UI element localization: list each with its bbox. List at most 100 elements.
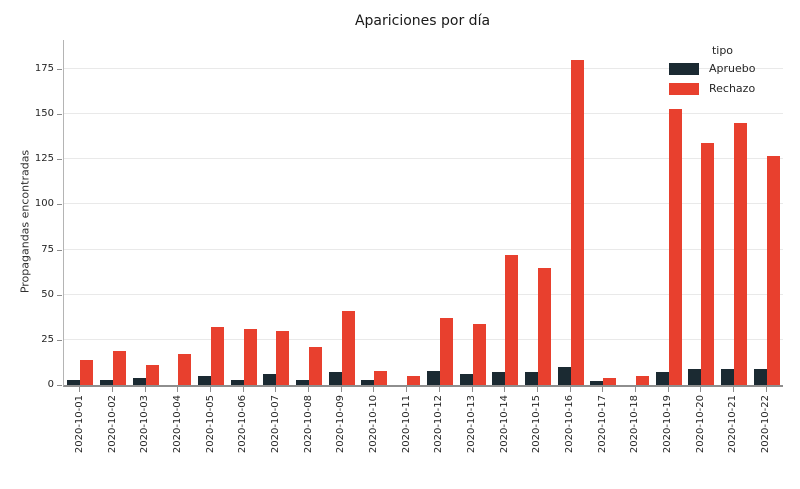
x-tick-label: 2020-10-06 (237, 395, 249, 454)
bar-apruebo-2020-10-02 (100, 379, 114, 385)
legend-label-rechazo: Rechazo (709, 82, 756, 95)
x-tick-label: 2020-10-07 (269, 395, 281, 454)
bar-apruebo-2020-10-21 (720, 368, 734, 385)
x-tick-mark (79, 387, 81, 392)
x-tick-label: 2020-10-04 (171, 395, 183, 454)
x-tick-label: 2020-10-21 (727, 395, 739, 454)
x-tick-mark (536, 387, 538, 392)
x-tick-label: 2020-10-22 (760, 395, 772, 454)
x-tick-mark (765, 387, 767, 392)
x-tick-mark (177, 387, 179, 392)
bar-apruebo-2020-10-03 (132, 377, 146, 385)
gridline (64, 338, 783, 340)
bar-apruebo-2020-10-01 (67, 379, 81, 385)
chart-title: Apariciones por día (354, 13, 491, 29)
x-tick-label: 2020-10-16 (564, 395, 576, 454)
bar-rechazo-2020-10-14 (505, 254, 519, 385)
bar-apruebo-2020-10-17 (590, 381, 604, 385)
x-tick-label: 2020-10-17 (596, 395, 608, 454)
x-tick-mark (275, 387, 277, 392)
x-tick-label: 2020-10-09 (335, 395, 347, 454)
x-tick-label: 2020-10-03 (139, 395, 151, 454)
bar-apruebo-2020-10-15 (524, 372, 538, 385)
y-tick-label: 50 (41, 288, 54, 300)
bar-rechazo-2020-10-12 (439, 318, 453, 385)
apruebo-swatch-icon (669, 62, 699, 75)
x-tick-mark (602, 387, 604, 392)
x-tick-label: 2020-10-10 (367, 395, 379, 454)
x-tick-label: 2020-10-13 (466, 395, 478, 454)
bar-apruebo-2020-10-07 (263, 374, 277, 385)
x-tick-label: 2020-10-01 (73, 395, 85, 454)
plot-area (63, 40, 783, 387)
x-tick-mark (569, 387, 571, 392)
y-tick-label: 125 (34, 153, 54, 165)
x-tick-mark (732, 387, 734, 392)
x-tick-label: 2020-10-20 (694, 395, 706, 454)
legend-item-apruebo: Apruebo (655, 62, 790, 75)
x-tick-mark (144, 387, 146, 392)
x-tick-label: 2020-10-05 (204, 395, 216, 454)
y-tick-mark (57, 114, 62, 116)
bar-apruebo-2020-10-05 (198, 375, 212, 385)
x-tick-mark (406, 387, 408, 392)
x-tick-label: 2020-10-15 (531, 395, 543, 454)
bar-rechazo-2020-10-01 (80, 359, 94, 385)
legend-label-apruebo: Apruebo (709, 62, 756, 75)
bar-apruebo-2020-10-20 (688, 368, 702, 385)
bar-apruebo-2020-10-16 (557, 366, 571, 385)
bar-apruebo-2020-10-13 (459, 374, 473, 385)
bar-rechazo-2020-10-16 (570, 59, 584, 385)
y-tick-label: 100 (34, 198, 54, 210)
bar-apruebo-2020-10-22 (753, 368, 767, 385)
bar-rechazo-2020-10-17 (603, 377, 617, 385)
bar-rechazo-2020-10-19 (668, 108, 682, 385)
y-tick-label: 175 (34, 62, 54, 74)
bar-rechazo-2020-10-09 (341, 310, 355, 385)
bar-rechazo-2020-10-22 (766, 155, 780, 385)
x-tick-label: 2020-10-12 (433, 395, 445, 454)
rechazo-swatch-icon (669, 82, 699, 95)
y-tick-mark (57, 385, 62, 386)
y-tick-label: 0 (47, 379, 54, 390)
x-tick-mark (210, 387, 212, 392)
y-tick-mark (57, 294, 62, 296)
bar-rechazo-2020-10-21 (733, 123, 747, 385)
bar-rechazo-2020-10-15 (537, 267, 551, 385)
x-tick-mark (634, 387, 636, 392)
x-tick-mark (438, 387, 440, 392)
x-tick-label: 2020-10-18 (629, 395, 641, 454)
bar-apruebo-2020-10-09 (328, 372, 342, 385)
bar-rechazo-2020-10-20 (701, 142, 715, 385)
bar-rechazo-2020-10-06 (243, 329, 257, 385)
bar-apruebo-2020-10-08 (296, 379, 310, 385)
x-tick-mark (340, 387, 342, 392)
y-tick-mark (57, 68, 62, 70)
bar-apruebo-2020-10-14 (492, 372, 506, 385)
bar-rechazo-2020-10-02 (113, 350, 127, 385)
y-tick-label: 150 (34, 108, 54, 120)
y-tick-mark (57, 159, 62, 161)
bar-apruebo-2020-10-10 (361, 379, 375, 385)
bar-rechazo-2020-10-07 (276, 330, 290, 385)
gridline (64, 293, 783, 295)
legend-item-rechazo: Rechazo (655, 82, 790, 95)
bar-rechazo-2020-10-08 (309, 347, 323, 385)
x-tick-mark (700, 387, 702, 392)
bar-rechazo-2020-10-18 (635, 375, 649, 385)
x-tick-mark (308, 387, 310, 392)
gridline (64, 67, 783, 69)
bar-rechazo-2020-10-11 (407, 375, 421, 385)
bar-rechazo-2020-10-05 (211, 327, 225, 385)
gridline (64, 248, 783, 250)
y-tick-mark (57, 339, 62, 341)
x-tick-mark (242, 387, 244, 392)
x-tick-mark (112, 387, 114, 392)
y-tick-mark (57, 204, 62, 206)
gridline (64, 203, 783, 205)
x-tick-mark (504, 387, 506, 392)
legend-title: tipo (711, 44, 734, 57)
x-tick-label: 2020-10-11 (400, 395, 412, 454)
x-tick-mark (373, 387, 375, 392)
